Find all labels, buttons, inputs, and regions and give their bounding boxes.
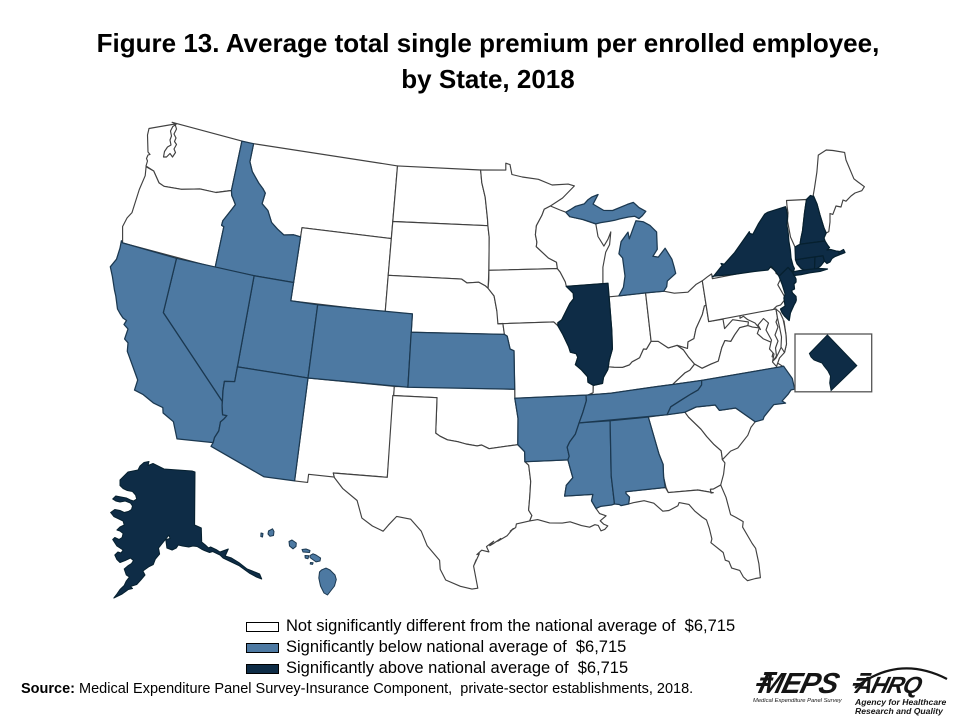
svg-text:AHRQ: AHRQ — [852, 672, 926, 699]
svg-text:Agency for Healthcare: Agency for Healthcare — [854, 697, 946, 707]
svg-text:MEPS: MEPS — [756, 667, 844, 699]
svg-text:Medical Expenditure Panel Surv: Medical Expenditure Panel Survey — [753, 698, 843, 704]
svg-text:Research and Quality: Research and Quality — [855, 706, 944, 716]
